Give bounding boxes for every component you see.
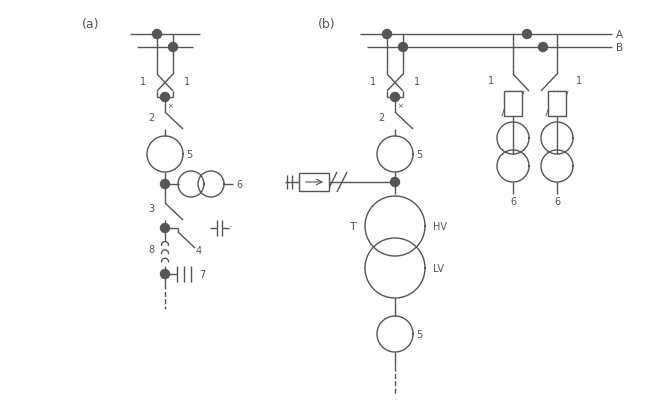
Text: ×: ×	[397, 103, 403, 109]
Text: ×: ×	[167, 103, 173, 109]
Text: (a): (a)	[82, 18, 100, 31]
Text: 4: 4	[196, 245, 202, 255]
Text: 8: 8	[148, 245, 154, 254]
Bar	[548, 92, 566, 117]
Circle shape	[161, 180, 169, 189]
Text: 6: 6	[554, 196, 560, 207]
Bar	[504, 92, 522, 117]
Text: 7: 7	[199, 270, 205, 279]
Circle shape	[152, 30, 161, 39]
Text: 3: 3	[148, 204, 154, 213]
Circle shape	[161, 270, 169, 279]
Text: HV: HV	[433, 221, 447, 231]
Text: 5: 5	[416, 150, 422, 160]
Text: 1: 1	[576, 76, 582, 86]
Circle shape	[161, 93, 169, 102]
Text: 1: 1	[184, 77, 190, 87]
Circle shape	[383, 30, 391, 39]
Text: (b): (b)	[318, 18, 336, 31]
Bar	[299, 173, 329, 191]
Text: A: A	[616, 30, 623, 40]
Circle shape	[391, 93, 400, 102]
Circle shape	[538, 43, 547, 52]
Text: LV: LV	[433, 263, 444, 273]
Circle shape	[161, 224, 169, 233]
Text: 2: 2	[148, 113, 154, 123]
Text: B: B	[616, 43, 623, 53]
Text: 5: 5	[416, 329, 422, 339]
Text: 6: 6	[510, 196, 516, 207]
Text: 1: 1	[370, 77, 376, 87]
Text: 1: 1	[414, 77, 420, 87]
Circle shape	[169, 43, 178, 52]
Circle shape	[391, 178, 400, 187]
Text: 1: 1	[488, 76, 494, 86]
Text: 6: 6	[236, 180, 242, 189]
Text: ·: ·	[229, 221, 233, 231]
Circle shape	[523, 30, 531, 39]
Text: T: T	[350, 221, 356, 231]
Text: 1: 1	[140, 77, 146, 87]
Circle shape	[398, 43, 408, 52]
Text: 2: 2	[378, 113, 384, 123]
Text: 5: 5	[186, 150, 192, 160]
